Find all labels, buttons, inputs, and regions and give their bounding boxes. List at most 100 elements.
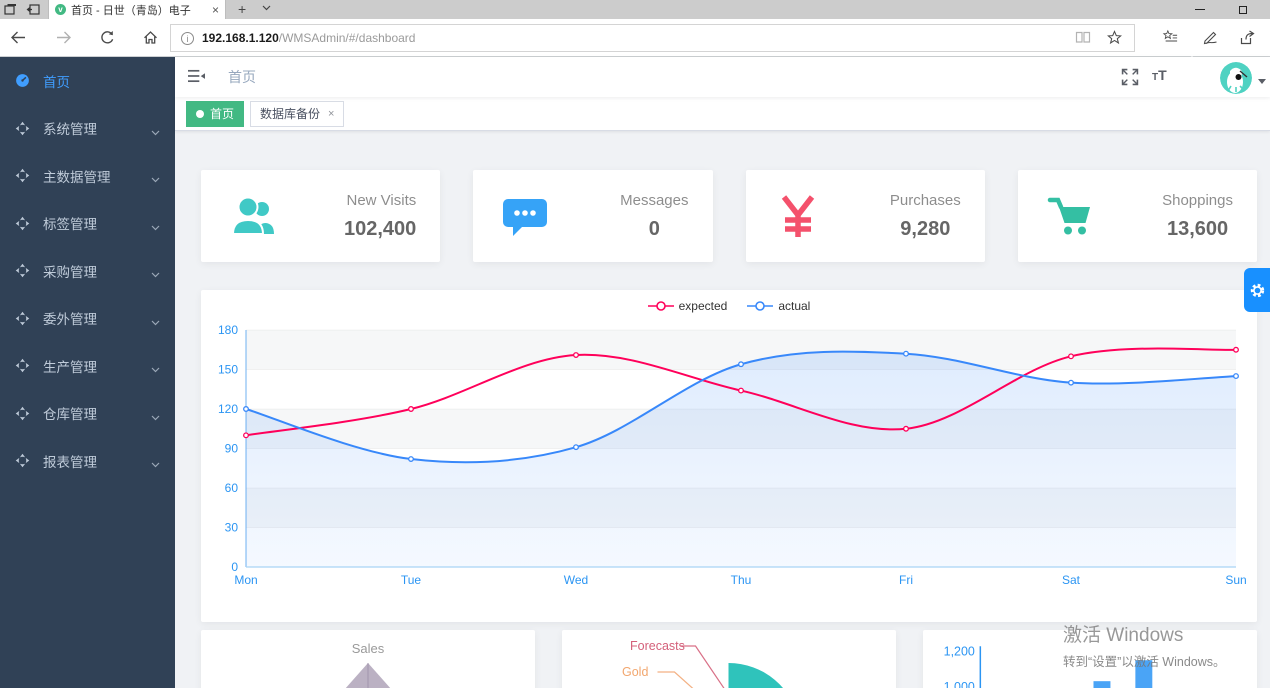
forward-icon[interactable] <box>56 30 71 45</box>
svg-text:Tue: Tue <box>401 573 422 587</box>
favorites-hub-icon[interactable] <box>1162 29 1178 45</box>
sidebar-item-system-mgmt[interactable]: 系统管理 <box>0 105 175 153</box>
svg-text:Wed: Wed <box>564 573 588 587</box>
site-favicon: v <box>55 4 66 15</box>
legend-label: actual <box>778 299 811 313</box>
chevron-down-icon <box>151 219 160 231</box>
dashboard-content: New Visits 102,400 Messages 0 <box>175 131 1270 688</box>
url-path: /WMSAdmin/#/dashboard <box>278 31 416 45</box>
ink-annotate-icon[interactable] <box>1203 30 1218 45</box>
sidebar-item-label-mgmt[interactable]: 标签管理 <box>0 200 175 248</box>
window-maximize-button[interactable] <box>1228 0 1258 19</box>
browser-address-bar: i 192.168.1.120 /WMSAdmin/#/dashboard <box>0 19 1270 57</box>
bar-ytick: 1,200 <box>944 644 975 658</box>
chart-legend: expected actual <box>201 299 1257 313</box>
chevron-down-icon <box>151 266 160 278</box>
line-chart-card: expected actual 0 30 60 90 120 150 180 Mon Tue We… <box>201 290 1257 622</box>
sidebar-item-production-mgmt[interactable]: 生产管理 <box>0 342 175 390</box>
avatar-dropdown-caret-icon[interactable] <box>1258 79 1266 84</box>
tag-close-icon[interactable]: × <box>328 107 335 120</box>
reading-view-icon[interactable] <box>1075 30 1091 47</box>
sidebar-item-label: 报表管理 <box>43 454 97 470</box>
svg-text:Sun: Sun <box>1225 573 1246 587</box>
app-root: 首页 系统管理 主数据管理 标签管理 采购管理 委外管理 <box>0 55 1270 688</box>
sidebar-item-label: 仓库管理 <box>43 407 97 423</box>
sidebar-item-warehouse-mgmt[interactable]: 仓库管理 <box>0 390 175 438</box>
tag-dashboard[interactable]: 首页 <box>186 100 245 127</box>
component-icon <box>15 216 30 231</box>
new-tab-button[interactable]: + <box>238 1 247 17</box>
component-icon <box>15 263 30 278</box>
svg-text:Mon: Mon <box>234 573 257 587</box>
sidebar-item-purchase-mgmt[interactable]: 采购管理 <box>0 247 175 295</box>
panel-title: Messages <box>620 191 689 209</box>
pie-label-gold[interactable]: Gold <box>622 665 649 679</box>
panel-title: Shoppings <box>1162 191 1233 209</box>
text-size-icon[interactable]: TT <box>1152 67 1167 83</box>
panel-value: 0 <box>648 217 660 240</box>
sidebar-item-label: 生产管理 <box>43 359 97 375</box>
chevron-down-icon <box>151 456 160 468</box>
url-host: 192.168.1.120 <box>202 31 279 45</box>
tab-title: 首页 - 日世（青岛）电子 <box>71 4 191 17</box>
panel-shoppings[interactable]: Shoppings 13,600 <box>1017 170 1257 262</box>
tag-db-backup[interactable]: 数据库备份 × <box>250 100 345 127</box>
sidebar-item-label: 系统管理 <box>43 122 97 138</box>
browser-tab[interactable]: v 首页 - 日世（青岛）电子 × <box>48 0 226 19</box>
money-icon <box>774 192 822 240</box>
legend-item-expected[interactable]: expected <box>647 299 727 313</box>
sidebar-item-master-data-mgmt[interactable]: 主数据管理 <box>0 152 175 200</box>
component-icon <box>15 121 30 136</box>
bar-chart: 1,200 1,000 <box>944 644 1153 688</box>
refresh-icon[interactable] <box>100 30 115 45</box>
panel-value: 102,400 <box>343 217 417 240</box>
panel-messages[interactable]: Messages 0 <box>473 170 713 262</box>
avatar[interactable] <box>1220 62 1252 94</box>
pie-label-forecasts[interactable]: Forecasts <box>630 639 685 653</box>
line-chart: 0 30 60 90 120 150 180 Mon Tue Wed Thu Fri Sat Sun <box>218 323 1247 587</box>
chevron-down-icon <box>151 124 160 136</box>
pie-chart <box>657 645 783 688</box>
panel-title: Purchases <box>889 191 961 209</box>
bar-chart-card: 1,200 1,000 <box>923 630 1257 688</box>
hamburger-icon[interactable] <box>188 69 205 84</box>
panel-value: 13,600 <box>1166 217 1229 240</box>
pie-chart-card: Forecasts Gold <box>562 630 896 688</box>
sidebar-item-label: 委外管理 <box>43 312 97 328</box>
settings-panel-button[interactable] <box>1244 268 1270 312</box>
fullscreen-icon[interactable] <box>1121 68 1139 86</box>
legend-item-actual[interactable]: actual <box>747 299 810 313</box>
favorite-star-icon[interactable] <box>1107 29 1122 47</box>
sidebar-item-report-mgmt[interactable]: 报表管理 <box>0 437 175 485</box>
chevron-down-icon <box>151 361 160 373</box>
share-icon[interactable] <box>1240 30 1255 45</box>
url-input[interactable]: i 192.168.1.120 /WMSAdmin/#/dashboard <box>170 24 1135 52</box>
tab-close-icon[interactable]: × <box>211 2 219 17</box>
site-info-icon[interactable]: i <box>181 31 194 45</box>
tab-list-chevron-icon[interactable] <box>262 5 271 11</box>
shopping-cart-icon <box>1046 192 1094 240</box>
sidebar-item-label: 采购管理 <box>43 264 97 280</box>
back-icon[interactable] <box>11 30 26 45</box>
peoples-icon <box>229 192 277 240</box>
svg-text:0: 0 <box>231 560 238 574</box>
sidebar-item-dashboard[interactable]: 首页 <box>0 57 175 105</box>
svg-text:60: 60 <box>225 481 239 495</box>
panel-new-visits[interactable]: New Visits 102,400 <box>201 170 441 262</box>
tab-preview-icon[interactable] <box>26 3 40 16</box>
chevron-down-icon <box>151 171 160 183</box>
window-minimize-button[interactable] <box>1185 0 1215 19</box>
svg-text:150: 150 <box>218 363 238 377</box>
chevron-down-icon <box>151 409 160 421</box>
sidebar-item-outsourcing-mgmt[interactable]: 委外管理 <box>0 295 175 343</box>
component-icon <box>15 311 30 326</box>
tag-label: 数据库备份 <box>260 107 321 121</box>
panel-purchases[interactable]: Purchases 9,280 <box>745 170 985 262</box>
bar-ytick: 1,000 <box>944 680 975 688</box>
home-icon[interactable] <box>143 30 158 45</box>
svg-text:180: 180 <box>218 323 238 337</box>
sidebar-item-label: 标签管理 <box>43 217 97 233</box>
set-tabs-aside-icon[interactable] <box>4 3 17 16</box>
chevron-down-icon <box>151 314 160 326</box>
